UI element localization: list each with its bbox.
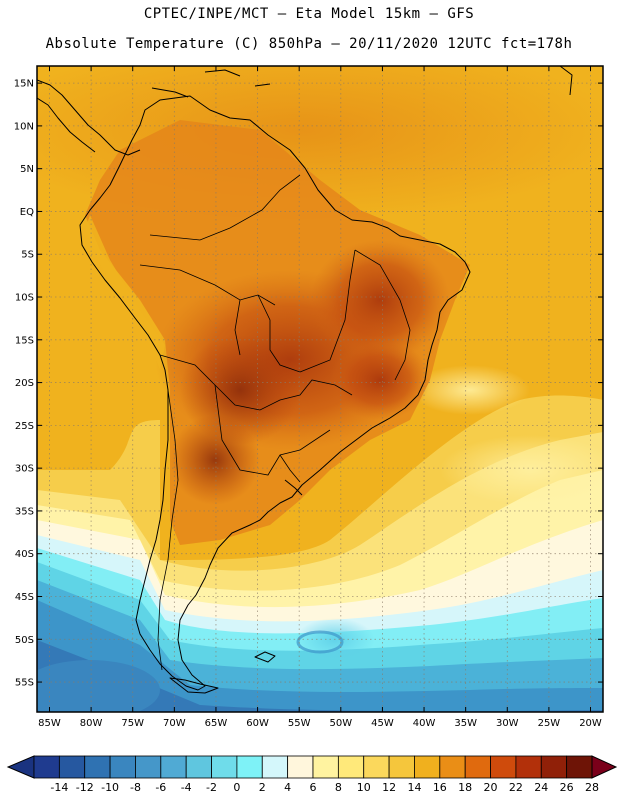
colorbar-label: 14 (407, 781, 421, 794)
colorbar-label: 12 (382, 781, 396, 794)
colorbar-swatch (388, 755, 415, 779)
colorbar-swatch (439, 755, 466, 779)
colorbar-swatch (211, 755, 238, 779)
lon-tick-label: 65W (205, 718, 228, 729)
colorbar-swatch (185, 755, 212, 779)
colorbar-label: -8 (130, 781, 141, 794)
lat-tick-label: 30S (15, 464, 34, 475)
colorbar-swatch (414, 755, 441, 779)
lat-tick-label: 10S (15, 293, 34, 304)
colorbar-swatch (540, 755, 568, 779)
country-borders (139, 174, 411, 671)
lon-tick-label: 75W (121, 718, 144, 729)
lon-tick-label: 80W (80, 718, 103, 729)
colorbar-label: 24 (534, 781, 548, 794)
colorbar-label: 26 (560, 781, 574, 794)
colorbar-label: 4 (284, 781, 291, 794)
colorbar-swatch (287, 755, 314, 779)
lat-tick-label: 25S (15, 421, 34, 432)
colorbar-label: -10 (101, 781, 119, 794)
colorbar-label: 2 (259, 781, 266, 794)
colorbar-swatch (566, 755, 593, 779)
colorbar-swatch (58, 755, 86, 779)
colorbar-swatch (490, 755, 517, 779)
colorbar-label: 28 (585, 781, 599, 794)
lon-tick-label: 50W (329, 718, 352, 729)
colorbar-label: 22 (509, 781, 523, 794)
colorbar-label: 8 (335, 781, 342, 794)
colorbar-label: -4 (181, 781, 192, 794)
lat-tick-label: 10N (14, 121, 34, 132)
lat-tick-label: 40S (15, 549, 34, 560)
lat-tick-label: 55S (15, 678, 34, 689)
lon-tick-label: 35W (454, 718, 477, 729)
colorbar-over-arrow (591, 755, 618, 779)
colorbar-label: -6 (155, 781, 166, 794)
colorbar-label: -12 (76, 781, 94, 794)
colorbar-swatch (515, 755, 542, 779)
chart-title-line2: Absolute Temperature (C) 850hPa – 20/11/… (45, 36, 573, 52)
colorbar-swatch (135, 755, 162, 779)
coastlines (37, 66, 573, 694)
latitude-axis: 15N 10N 5N EQ 5S 10S 15S 20S 25S 30S 35S 40S 45S 50S 5… (14, 79, 603, 689)
lat-tick-label: 5N (20, 164, 34, 175)
lat-tick-label: EQ (20, 207, 34, 218)
lat-tick-label: 50S (15, 635, 34, 646)
colorbar-label: 10 (357, 781, 371, 794)
lat-tick-label: 35S (15, 506, 34, 517)
colorbar-label: 18 (458, 781, 472, 794)
lat-tick-label: 45S (15, 592, 34, 603)
chart-title-line1: CPTEC/INPE/MCT – Eta Model 15km – GFS (143, 6, 475, 22)
colorbar-label: 0 (233, 781, 240, 794)
colorbar-swatch (84, 755, 111, 779)
colorbar-swatch (337, 755, 365, 779)
lat-tick-label: 15S (15, 335, 34, 346)
colorbar-swatch (312, 755, 339, 779)
colorbar-label: -14 (50, 781, 68, 794)
colorbar-swatch (236, 755, 263, 779)
colorbar-swatch (363, 755, 390, 779)
lon-tick-label: 85W (38, 718, 61, 729)
map-frame (36, 65, 604, 713)
colorbar-swatch (160, 755, 187, 779)
colorbar-label: 16 (433, 781, 447, 794)
longitude-axis: 85W 80W 75W 70W 65W 60W 55W 50W 45W 40W 35W 30W 25W 2… (38, 66, 602, 729)
lat-tick-label: 15N (14, 79, 34, 90)
lon-tick-label: 55W (288, 718, 311, 729)
colorbar-swatch (109, 755, 136, 779)
lon-tick-label: 25W (538, 718, 561, 729)
lon-tick-label: 60W (246, 718, 269, 729)
lon-tick-label: 40W (413, 718, 436, 729)
colorbar-label: -2 (206, 781, 217, 794)
colorbar-label: 6 (310, 781, 317, 794)
lon-tick-label: 70W (163, 718, 186, 729)
lat-tick-label: 20S (15, 378, 34, 389)
lon-tick-label: 30W (496, 718, 519, 729)
colorbar-legend: -14 -12 -10 -8 -6 -4 -2 0 2 4 6 8 10 12 14 16 18 20 22 24 26… (6, 755, 618, 794)
lon-tick-label: 20W (579, 718, 602, 729)
colorbar-swatch (261, 755, 289, 779)
lon-tick-label: 45W (371, 718, 394, 729)
colorbar-label: 20 (484, 781, 498, 794)
colorbar-under-arrow (6, 755, 35, 779)
colorbar-swatch (464, 755, 491, 779)
lat-tick-label: 5S (21, 250, 34, 261)
colorbar-swatch (33, 755, 60, 779)
temperature-field (37, 66, 603, 712)
